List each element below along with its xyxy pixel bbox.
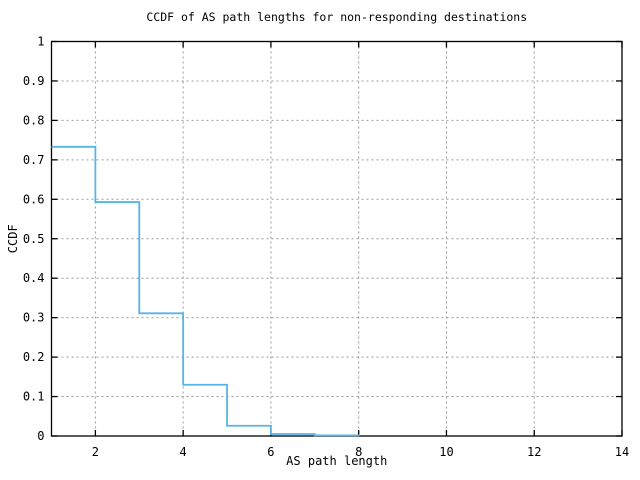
y-tick-label: 0.8 xyxy=(23,113,45,127)
x-tick-label: 2 xyxy=(92,445,99,459)
y-tick-label: 0.5 xyxy=(23,232,45,246)
x-tick-label: 8 xyxy=(355,445,362,459)
chart-title: CCDF of AS path lengths for non-respondi… xyxy=(146,10,527,24)
y-tick-label: 0.2 xyxy=(23,350,45,364)
y-tick-label: 0.4 xyxy=(23,271,45,285)
y-tick-label: 0.6 xyxy=(23,192,45,206)
y-tick-label: 0.1 xyxy=(23,390,45,404)
x-axis-label: AS path length xyxy=(286,454,387,468)
y-tick-label: 0.3 xyxy=(23,311,45,325)
x-tick-label: 4 xyxy=(180,445,187,459)
y-axis-label: CCDF xyxy=(6,224,20,253)
x-tick-label: 10 xyxy=(439,445,453,459)
x-tick-label: 14 xyxy=(615,445,629,459)
x-tick-label: 6 xyxy=(267,445,274,459)
y-tick-label: 0 xyxy=(37,429,44,443)
x-tick-label: 12 xyxy=(527,445,541,459)
y-tick-label: 1 xyxy=(37,35,44,49)
y-tick-label: 0.9 xyxy=(23,74,45,88)
plot-area: 2 4 6 8 10 12 14 0 0.1 0.2 0.3 0.4 0.5 0.6 0.7 0.8 0.9 1 xyxy=(23,35,629,460)
ccdf-step-line xyxy=(51,145,360,437)
y-tick-label: 0.7 xyxy=(23,153,45,167)
